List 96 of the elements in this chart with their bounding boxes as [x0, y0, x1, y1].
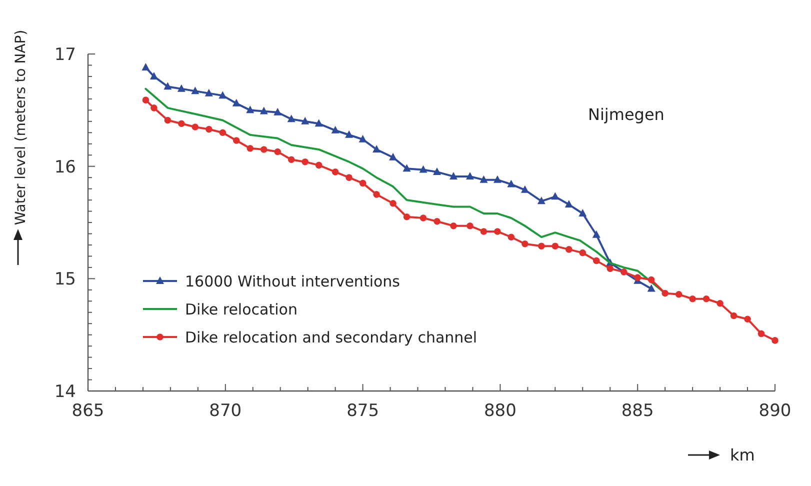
point: [331, 126, 340, 134]
point: [219, 129, 226, 136]
point: [537, 196, 546, 204]
point: [662, 290, 668, 297]
y-axis-title: Water level (meters to NAP): [12, 30, 29, 226]
point: [192, 124, 199, 130]
point: [432, 167, 441, 175]
point: [493, 175, 502, 183]
point: [302, 158, 308, 166]
point: [522, 240, 528, 248]
point: [178, 120, 185, 128]
point: [716, 300, 724, 307]
point: [675, 290, 682, 298]
point: [150, 72, 158, 80]
point: [346, 174, 352, 181]
x-axis-title: km: [730, 446, 755, 465]
point: [373, 191, 380, 198]
point: [566, 246, 572, 253]
point: [164, 82, 172, 90]
point: [494, 228, 501, 235]
point: [450, 222, 457, 230]
point: [579, 249, 586, 256]
legend-label: Dike relocation and secondary channel: [185, 328, 478, 346]
x-tick-label: 890: [758, 401, 792, 421]
point: [232, 137, 240, 144]
point: [142, 96, 150, 104]
point: [260, 106, 268, 114]
point: [274, 108, 282, 116]
point: [260, 146, 268, 153]
point: [287, 114, 296, 122]
point: [204, 88, 213, 96]
point: [730, 312, 738, 320]
point: [345, 130, 354, 138]
legend-label: 16000 Without interventions: [185, 272, 400, 290]
point: [274, 148, 282, 156]
point: [246, 144, 254, 152]
point: [480, 228, 488, 235]
point: [758, 330, 765, 338]
point: [390, 200, 396, 207]
point: [232, 98, 240, 106]
point: [744, 316, 751, 323]
point: [191, 86, 200, 94]
point: [578, 209, 587, 217]
point: [508, 234, 515, 241]
y-tick-label: 17: [54, 44, 76, 65]
point: [634, 274, 641, 281]
point: [402, 164, 411, 172]
point: [648, 276, 655, 284]
point: [606, 265, 614, 272]
point: [372, 144, 381, 152]
point: [420, 214, 427, 222]
point: [142, 62, 150, 70]
y-tick-label: 15: [54, 270, 76, 290]
point: [403, 213, 410, 220]
point: [647, 284, 656, 292]
x-tick-label: 880: [484, 401, 516, 421]
x-tick-label: 865: [72, 401, 104, 421]
point: [218, 91, 227, 99]
annotation: Nijmegen: [588, 105, 664, 124]
point: [359, 180, 366, 187]
point: [419, 165, 428, 173]
point: [564, 200, 573, 208]
point: [314, 119, 323, 127]
point: [164, 116, 172, 124]
y-tick-label: 14: [54, 382, 76, 402]
point: [177, 84, 186, 92]
point: [592, 230, 600, 238]
point: [772, 337, 778, 344]
point: [552, 242, 559, 250]
point: [480, 175, 488, 183]
point: [434, 218, 440, 225]
point: [620, 268, 628, 276]
y-tick-label: 16: [54, 157, 76, 178]
x-tick-label: 870: [209, 401, 242, 421]
point: [592, 257, 600, 264]
legend-label: Dike relocation: [185, 300, 298, 318]
point: [358, 134, 367, 142]
point: [507, 180, 516, 188]
point: [150, 104, 158, 112]
x-tick-label: 875: [346, 401, 380, 421]
point: [702, 295, 710, 302]
point: [288, 156, 295, 163]
point: [538, 242, 545, 250]
point: [389, 152, 398, 160]
point: [689, 295, 696, 302]
point: [551, 192, 560, 200]
point: [466, 222, 474, 230]
point: [206, 126, 212, 133]
x-tick-label: 885: [621, 401, 654, 421]
point: [301, 116, 310, 124]
point: [315, 162, 322, 169]
point: [520, 185, 529, 193]
point: [466, 172, 474, 180]
point: [246, 106, 254, 114]
point: [449, 172, 458, 180]
point: [332, 168, 339, 176]
